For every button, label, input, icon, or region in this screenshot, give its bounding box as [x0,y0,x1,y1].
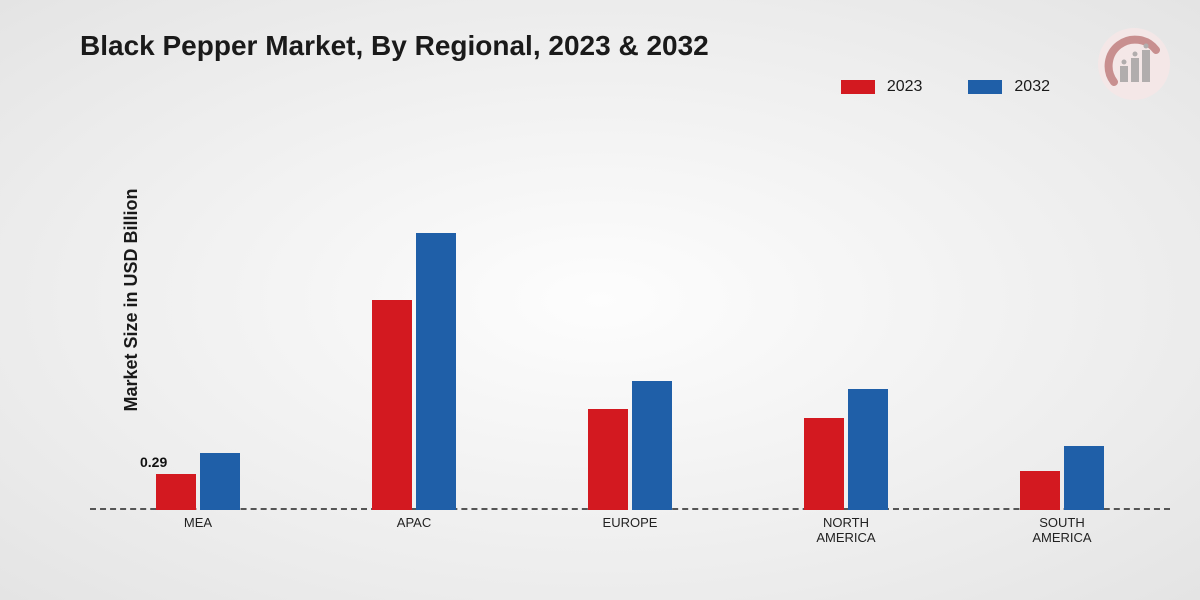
bar-group: APAC [306,140,522,510]
legend-item-2032: 2032 [968,78,1050,96]
bar-group: NORTHAMERICA [738,140,954,510]
bar-2023 [588,409,628,510]
x-tick-label: EUROPE [522,516,738,531]
bar-group: SOUTHAMERICA [954,140,1170,510]
bar-2023 [156,474,196,510]
chart-title: Black Pepper Market, By Regional, 2023 &… [80,30,709,62]
bar-value-label: 0.29 [140,454,167,470]
logo-dot-2 [1133,52,1138,57]
x-tick-label: NORTHAMERICA [738,516,954,546]
legend-item-2023: 2023 [841,78,923,96]
logo-bar-3 [1142,50,1150,82]
bar-2032 [200,453,240,510]
bar-groups: MEA0.29APACEUROPENORTHAMERICASOUTHAMERIC… [90,140,1170,510]
x-tick-label: APAC [306,516,522,531]
legend-swatch-2023 [841,80,875,94]
x-tick-label: SOUTHAMERICA [954,516,1170,546]
bar-2032 [848,389,888,510]
legend-swatch-2032 [968,80,1002,94]
plot-area: MEA0.29APACEUROPENORTHAMERICASOUTHAMERIC… [90,140,1170,540]
logo-dot-1 [1122,60,1127,65]
legend-label-2023: 2023 [887,78,923,96]
bar-2023 [372,300,412,510]
bar-2032 [632,381,672,511]
bar-group: MEA0.29 [90,140,306,510]
bar-2032 [416,233,456,511]
page: Black Pepper Market, By Regional, 2023 &… [0,0,1200,600]
logo-dot-3 [1144,44,1149,49]
bar-group: EUROPE [522,140,738,510]
legend: 2023 2032 [841,78,1050,96]
legend-label-2032: 2032 [1014,78,1050,96]
bar-2023 [1020,471,1060,510]
bar-2032 [1064,446,1104,510]
watermark-logo-icon [1094,24,1174,104]
logo-bar-2 [1131,58,1139,82]
x-tick-label: MEA [90,516,306,531]
logo-bar-1 [1120,66,1128,82]
bar-2023 [804,418,844,511]
